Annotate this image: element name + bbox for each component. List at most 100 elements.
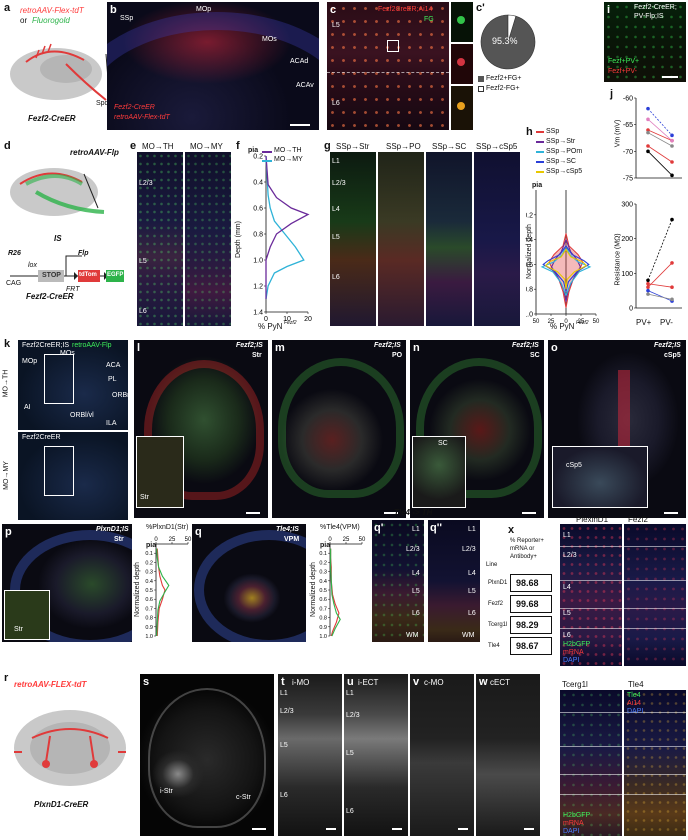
- j-vm-point-pvneg-4: [670, 144, 674, 148]
- h-ytick-label: 0.6: [526, 262, 533, 269]
- panel-x-row-4-value: 98.67: [516, 641, 539, 651]
- panel-w-letter: w: [479, 676, 488, 688]
- p-xtick-label: 25: [169, 537, 176, 543]
- panel-p-ylabel: Normalized depth: [133, 562, 141, 617]
- j-vm-point-pvneg-3: [670, 160, 674, 164]
- panel-s-right: c-Str: [236, 794, 251, 801]
- j-res-point-pvpos-1: [646, 278, 650, 283]
- p-ytick-label: 0.5: [145, 588, 153, 594]
- panel-x-row-2-value: 99.68: [516, 599, 539, 609]
- panel-g-layer-l4: L4: [332, 206, 340, 213]
- panel-m-scale-bar: [384, 512, 398, 514]
- p-ytick-label: 1.0: [145, 634, 153, 640]
- panel-a-or: or: [20, 16, 28, 25]
- panel-t-l1: L1: [280, 690, 288, 697]
- panel-p-pia: pia: [146, 542, 157, 549]
- p-ytick-label: 0.2: [145, 560, 153, 566]
- panel-f-legend-line-1: [262, 151, 272, 153]
- panel-q-letter: q: [195, 526, 202, 538]
- h-xtick-label: 50: [593, 319, 600, 325]
- panel-x-legend-ai14: Ai14: [627, 700, 642, 707]
- panel-b-region-acad: ACAd: [290, 58, 309, 65]
- panel-f-legend-2: MO→MY: [274, 156, 303, 163]
- panel-o-letter: o: [551, 342, 558, 354]
- j-res-ytick-label: 100: [621, 271, 633, 278]
- j-vm-point-pvneg-1: [670, 133, 674, 138]
- p-series-line-1: [156, 548, 166, 637]
- panel-x-row-1-line: PlxnD1: [488, 580, 508, 586]
- panel-x-layer-l23: L2/3: [563, 552, 577, 559]
- panel-x-line-label: Line: [486, 562, 498, 568]
- panel-r-schematic: [14, 710, 126, 786]
- panel-x-row-4-cell: [510, 637, 552, 655]
- panel-f-pia: pia: [248, 147, 259, 154]
- j-vm-pair-line-1: [647, 108, 673, 136]
- panel-c2-pie: [480, 14, 536, 70]
- panel-d-stop-box: [38, 270, 64, 282]
- panel-d-schematic: [10, 168, 105, 216]
- panel-f-legend-1: MO→TH: [274, 147, 302, 154]
- f-xtick-label: 20: [304, 316, 312, 323]
- h-series-line-mirror-4: [542, 245, 567, 292]
- panel-o-inset: [552, 446, 648, 508]
- j-res-point-pvpos-2: [646, 285, 650, 289]
- panel-d-is: IS: [54, 234, 62, 243]
- panel-q2-image: [428, 520, 480, 642]
- panel-h-letter: h: [526, 126, 533, 138]
- panel-g-letter: g: [324, 140, 331, 152]
- panel-c-zoom-merge: [451, 86, 473, 130]
- panel-k-title-2: Fezf2CreER: [22, 434, 61, 441]
- panel-u-l23: L2/3: [346, 712, 360, 719]
- q-xtick-label: 25: [343, 537, 350, 543]
- panel-x-row-2-line: Fezf2: [488, 601, 504, 607]
- panel-b-region-mop: MOp: [196, 6, 212, 13]
- j-vm-pair-line-4: [647, 132, 673, 147]
- panel-k-row-2: MO→MY: [2, 461, 10, 490]
- panel-m-image: [272, 340, 406, 518]
- panel-c-zoom-fg: [451, 2, 473, 42]
- panel-c-letter: c: [330, 4, 337, 16]
- j-res-pair-line-5: [647, 283, 673, 288]
- panel-b-legend-2: retroAAV-Flex-tdT: [114, 114, 170, 121]
- panel-u-title: i-ECT: [358, 678, 379, 687]
- panel-x-legend-dapi-1: DAPI: [563, 657, 580, 664]
- panel-d-letter: d: [4, 140, 11, 152]
- panel-q-title: Tle4;IS: [276, 526, 299, 533]
- q-ytick-label: 0.5: [319, 588, 327, 594]
- q-ytick-label: 0.8: [319, 616, 327, 622]
- panel-t-letter: t: [281, 676, 285, 688]
- panel-k-region-ila: ILA: [106, 420, 117, 427]
- panel-s-letter: s: [143, 676, 150, 688]
- j-vm-point-pvpos-4: [646, 130, 650, 135]
- panel-k-region-orbl: ORBl/vl: [70, 412, 94, 419]
- panel-q1-l6: L6: [412, 610, 420, 617]
- panel-g-layer-l23: L2/3: [332, 180, 346, 187]
- panel-g-layer-l5: L5: [332, 234, 340, 241]
- h-series-line-4: [565, 245, 590, 292]
- panel-d-egfp: EGFP: [107, 272, 124, 278]
- f-xtick-label: 0: [264, 316, 268, 323]
- panel-x-row-1-cell: [510, 574, 552, 592]
- panel-h-ylabel: Normalized depth: [525, 224, 533, 279]
- q-xtick-label: 50: [359, 537, 366, 543]
- panel-h-legend-5: SSp→cSp5: [546, 168, 583, 175]
- h-xtick-label: 25: [548, 319, 555, 325]
- j-vm-point-pvpos-1: [646, 106, 650, 111]
- panel-x-header-1: % Reporter+: [510, 538, 544, 544]
- panel-h-pia: pia: [532, 182, 543, 189]
- panel-d-lox: lox: [28, 262, 37, 269]
- panel-e-l5: L5: [139, 258, 147, 265]
- panel-c2-legend-2: Fezf2-FG+: [486, 85, 520, 92]
- f-xtick-label: 10: [283, 316, 291, 323]
- panel-t-l5: L5: [280, 742, 288, 749]
- panel-g-layer-l6: L6: [332, 274, 340, 281]
- panel-c-title: Fezf2CreER;Ai14: [378, 6, 433, 13]
- panel-c2-letter: c': [476, 2, 485, 14]
- panel-l-title: Fezf2;IS: [236, 342, 263, 349]
- p-ytick-label: 0.6: [145, 597, 153, 603]
- panel-x-header-2: mRNA or: [510, 546, 535, 552]
- panel-q-plot-title: %Tle4(VPM): [320, 524, 360, 531]
- j-vm-pair-line-5: [647, 151, 673, 176]
- panel-b-region-ssp: SSp: [120, 15, 134, 22]
